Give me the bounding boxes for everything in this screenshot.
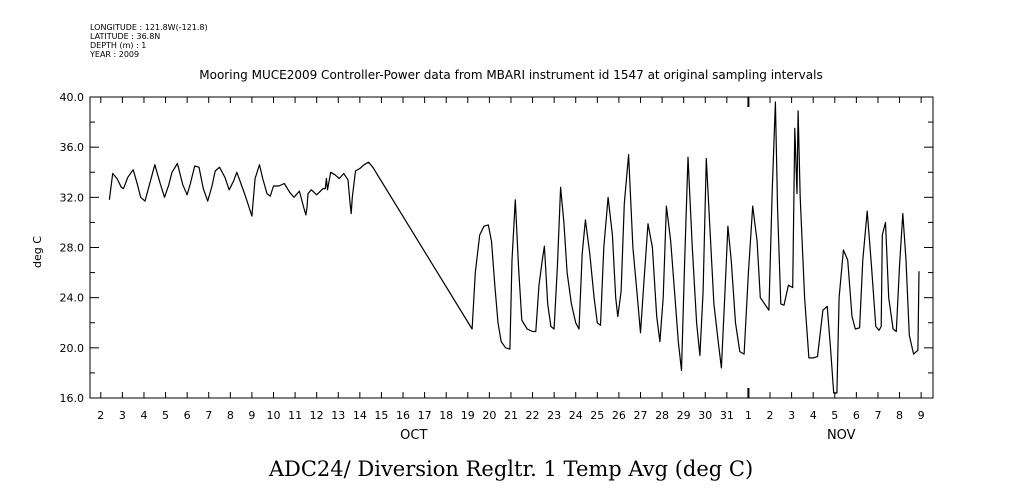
x-tick-label: 17 bbox=[418, 409, 432, 422]
chart-title: Mooring MUCE2009 Controller-Power data f… bbox=[199, 68, 822, 82]
x-tick-label: 24 bbox=[569, 409, 583, 422]
x-tick-label: 6 bbox=[184, 409, 191, 422]
x-tick-label: 23 bbox=[547, 409, 561, 422]
year-label: YEAR : 2009 bbox=[89, 50, 139, 59]
y-tick-label: 16.0 bbox=[60, 392, 85, 405]
x-tick-label: 28 bbox=[655, 409, 669, 422]
x-tick-label: 11 bbox=[288, 409, 302, 422]
x-tick-label: 26 bbox=[612, 409, 626, 422]
x-tick-label: 4 bbox=[810, 409, 817, 422]
x-tick-label: 31 bbox=[720, 409, 734, 422]
x-tick-label: 30 bbox=[698, 409, 712, 422]
x-tick-label: 6 bbox=[853, 409, 860, 422]
x-tick-label: 10 bbox=[266, 409, 280, 422]
y-tick-label: 24.0 bbox=[60, 292, 85, 305]
x-tick-label: 21 bbox=[504, 409, 518, 422]
longitude-label: LONGITUDE : 121.8W(-121.8) bbox=[90, 23, 208, 32]
y-axis-label: deg C bbox=[31, 236, 44, 268]
x-tick-label: 18 bbox=[439, 409, 453, 422]
x-tick-label: 9 bbox=[248, 409, 255, 422]
x-tick-label: 9 bbox=[918, 409, 925, 422]
x-tick-label: 22 bbox=[526, 409, 540, 422]
y-tick-label: 32.0 bbox=[60, 191, 85, 204]
latitude-label: LATITUDE : 36.8N bbox=[90, 32, 160, 41]
x-tick-label: 1 bbox=[745, 409, 752, 422]
series-layer bbox=[108, 101, 920, 394]
x-tick-label: 19 bbox=[461, 409, 475, 422]
x-tick-label: 25 bbox=[590, 409, 604, 422]
x-tick-label: 2 bbox=[767, 409, 774, 422]
y-tick-label: 36.0 bbox=[60, 141, 85, 154]
x-tick-label: 16 bbox=[396, 409, 410, 422]
y-tick-label: 20.0 bbox=[60, 342, 85, 355]
y-tick-label: 40.0 bbox=[60, 91, 85, 104]
x-tick-label: 27 bbox=[633, 409, 647, 422]
x-tick-label: 20 bbox=[482, 409, 496, 422]
x-tick-label: 14 bbox=[353, 409, 367, 422]
x-tick-label: 13 bbox=[331, 409, 345, 422]
x-tick-label: 7 bbox=[205, 409, 212, 422]
month-label: NOV bbox=[827, 428, 856, 443]
x-tick-label: 2 bbox=[97, 409, 104, 422]
x-axis: 2 3 4 5 6 7 8 9 10 11 12 13 14 15 16 17 18 19 20 21 22 23 24 25… bbox=[97, 97, 925, 443]
x-tick-label: 5 bbox=[162, 409, 169, 422]
month-label: OCT bbox=[400, 428, 427, 443]
x-tick-label: 7 bbox=[874, 409, 881, 422]
depth-label: DEPTH (m) : 1 bbox=[90, 41, 146, 50]
axes-frame bbox=[89, 96, 934, 399]
x-tick-label: 3 bbox=[119, 409, 126, 422]
y-tick-label: 28.0 bbox=[60, 242, 85, 255]
x-tick-label: 12 bbox=[310, 409, 324, 422]
x-tick-label: 3 bbox=[788, 409, 795, 422]
x-axis-title: ADC24/ Diversion Regltr. 1 Temp Avg (deg… bbox=[268, 457, 753, 481]
x-tick-label: 15 bbox=[374, 409, 388, 422]
x-tick-label: 4 bbox=[140, 409, 147, 422]
y-axis: 16.0 20.0 24.0 28.0 32.0 36.0 40.0 bbox=[60, 91, 933, 405]
x-tick-label: 29 bbox=[677, 409, 691, 422]
x-tick-label: 8 bbox=[227, 409, 234, 422]
series-line bbox=[108, 101, 920, 394]
plot-frame bbox=[89, 96, 934, 399]
x-tick-label: 5 bbox=[831, 409, 838, 422]
x-tick-label: 8 bbox=[896, 409, 903, 422]
